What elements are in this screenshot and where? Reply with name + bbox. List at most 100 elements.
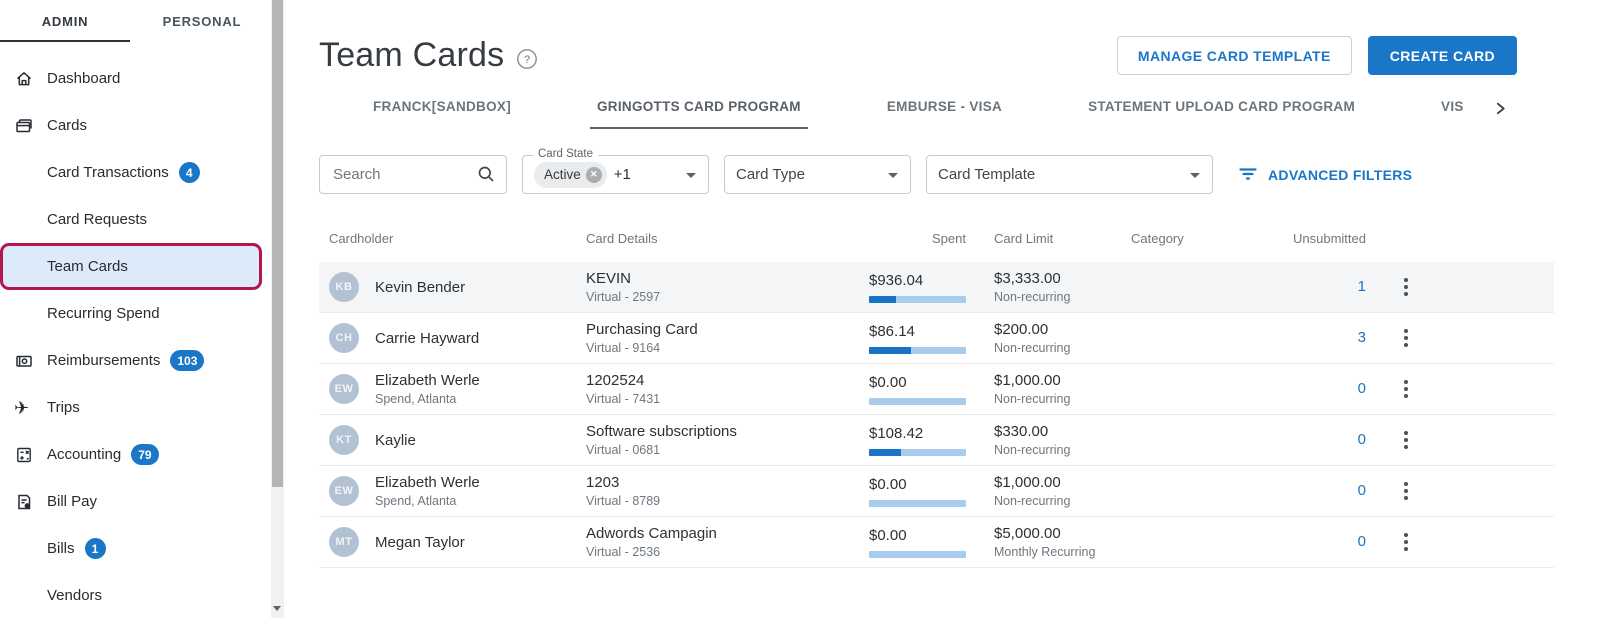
card-limit-type: Monthly Recurring (994, 545, 1096, 559)
card-state-select[interactable]: Card State Active ✕ +1 (522, 148, 709, 194)
avatar: MT (329, 527, 359, 557)
spend-progress-fill (869, 295, 897, 303)
unsubmitted-count-link[interactable]: 0 (1357, 482, 1366, 499)
column-header-card-limit: Card Limit (994, 231, 1054, 246)
manage-card-template-button[interactable]: MANAGE CARD TEMPLATE (1116, 36, 1352, 75)
caret-down-icon (1190, 173, 1200, 178)
scrollbar-thumb[interactable] (272, 0, 283, 487)
spent-amount: $0.00 (869, 526, 907, 544)
sidebar-item-label: Card Requests (47, 211, 148, 228)
card-limit-type: Non-recurring (994, 290, 1071, 304)
column-header-unsubmitted: Unsubmitted (1293, 231, 1366, 246)
card-limit-amount: $3,333.00 (994, 270, 1061, 287)
page-header: Team Cards ? MANAGE CARD TEMPLATE CREATE… (319, 36, 1607, 75)
card-info: Virtual - 7431 (586, 392, 661, 406)
program-tab[interactable]: VIS (1441, 99, 1464, 129)
search-icon[interactable] (476, 164, 496, 189)
sidebar-scrollbar[interactable] (271, 0, 284, 618)
filter-icon (1238, 165, 1258, 184)
billpay-icon: $ (14, 492, 47, 512)
reimbursements-icon (14, 351, 47, 371)
search-box (319, 155, 507, 194)
table-row[interactable]: CH Carrie Hayward Purchasing Card Virtua… (319, 313, 1554, 364)
remove-chip-icon[interactable]: ✕ (585, 166, 602, 183)
card-limit-type: Non-recurring (994, 494, 1071, 508)
sidebar-item-label: Trips (47, 399, 80, 416)
table-row[interactable]: EW Elizabeth Werle Spend, Atlanta 120252… (319, 364, 1554, 415)
program-tab[interactable]: EMBURSE - VISA (887, 99, 1002, 129)
unsubmitted-count-link[interactable]: 0 (1357, 380, 1366, 397)
chevron-right-icon[interactable] (1492, 100, 1509, 129)
unsubmitted-count-link[interactable]: 1 (1357, 278, 1366, 295)
avatar: KB (329, 272, 359, 302)
search-input[interactable] (319, 155, 507, 194)
cardholder-subtitle: Spend, Atlanta (375, 494, 457, 508)
table-row[interactable]: EW Elizabeth Werle Spend, Atlanta 1203 V… (319, 466, 1554, 517)
sidebar-item[interactable]: Recurring Spend (0, 290, 271, 337)
spent-amount: $0.00 (869, 373, 907, 391)
card-limit-amount: $1,000.00 (994, 474, 1061, 491)
kebab-menu-icon[interactable] (1399, 324, 1413, 352)
sidebar: ADMIN PERSONAL Dashboard Cards (0, 0, 271, 618)
scroll-down-icon[interactable] (273, 606, 281, 611)
unsubmitted-count-link[interactable]: 0 (1357, 431, 1366, 448)
unsubmitted-count-link[interactable]: 0 (1357, 533, 1366, 550)
sidebar-item[interactable]: Accounting 79 (0, 431, 271, 478)
table-row[interactable]: MT Megan Taylor Adwords Campagin Virtual… (319, 517, 1554, 568)
spend-progress-bar (869, 448, 966, 456)
program-tab[interactable]: GRINGOTTS CARD PROGRAM (590, 99, 808, 129)
kebab-menu-icon[interactable] (1399, 528, 1413, 556)
plane-icon: ✈ (14, 397, 30, 418)
program-tab[interactable]: STATEMENT UPLOAD CARD PROGRAM (1088, 99, 1355, 129)
table-row[interactable]: KT Kaylie Software subscriptions Virtual… (319, 415, 1554, 466)
svg-text:$: $ (26, 503, 29, 508)
card-info: Virtual - 8789 (586, 494, 661, 508)
kebab-menu-icon[interactable] (1399, 426, 1413, 454)
table-row[interactable]: KB Kevin Bender KEVIN Virtual - 2597 $93… (319, 262, 1554, 313)
sidebar-nav: Dashboard Cards Card Transactions 4 (0, 55, 271, 618)
sidebar-item[interactable]: ✈ Trips (0, 384, 271, 431)
count-badge: 103 (170, 350, 205, 371)
sidebar-tabs: ADMIN PERSONAL (0, 0, 271, 42)
unsubmitted-count-link[interactable]: 3 (1357, 329, 1366, 346)
advanced-filters-button[interactable]: ADVANCED FILTERS (1238, 165, 1412, 184)
help-icon[interactable]: ? (516, 48, 538, 70)
sidebar-mode-tab-label: ADMIN (41, 14, 89, 29)
card-type-label: Card Type (736, 166, 805, 183)
kebab-menu-icon[interactable] (1399, 375, 1413, 403)
sidebar-item[interactable]: Vendors (0, 572, 271, 618)
sidebar-item[interactable]: Team Cards (0, 243, 262, 290)
kebab-menu-icon[interactable] (1399, 273, 1413, 301)
sidebar-item[interactable]: Reimbursements 103 (0, 337, 271, 384)
program-tab[interactable]: FRANCK[SANDBOX] (373, 99, 511, 129)
cardholder-name: Kaylie (375, 431, 416, 449)
sidebar-item[interactable]: Card Transactions 4 (0, 149, 271, 196)
card-info: Virtual - 9164 (586, 341, 661, 355)
create-card-button[interactable]: CREATE CARD (1367, 36, 1517, 75)
program-tab-label: EMBURSE - VISA (886, 99, 1003, 114)
program-tab-label: FRANCK[SANDBOX] (373, 99, 511, 114)
sidebar-mode-tab[interactable]: PERSONAL (152, 14, 252, 42)
cardholder-name: Elizabeth Werle (375, 372, 480, 389)
sidebar-item[interactable]: Card Requests (0, 196, 271, 243)
card-type-select[interactable]: Card Type (724, 155, 911, 194)
sidebar-item[interactable]: Bills 1 (0, 525, 271, 572)
card-template-select[interactable]: Card Template (926, 155, 1213, 194)
kebab-menu-icon[interactable] (1399, 477, 1413, 505)
sidebar-mode-tab[interactable]: ADMIN (0, 14, 130, 42)
card-limit-type: Non-recurring (994, 392, 1071, 406)
caret-down-icon (888, 173, 898, 178)
sidebar-item-label: Cards (47, 117, 88, 134)
avatar: EW (329, 476, 359, 506)
count-badge: 79 (131, 444, 159, 465)
caret-down-icon (686, 173, 696, 178)
sidebar-item[interactable]: Cards (0, 102, 271, 149)
card-limit-type: Non-recurring (994, 341, 1071, 355)
sidebar-item[interactable]: Dashboard (0, 55, 271, 102)
sidebar-item[interactable]: $ Bill Pay (0, 478, 271, 525)
card-limit-amount: $5,000.00 (994, 525, 1061, 542)
column-header-cardholder: Cardholder (329, 231, 394, 246)
spent-amount: $108.42 (869, 424, 924, 442)
sidebar-item-label: Accounting (47, 446, 122, 463)
